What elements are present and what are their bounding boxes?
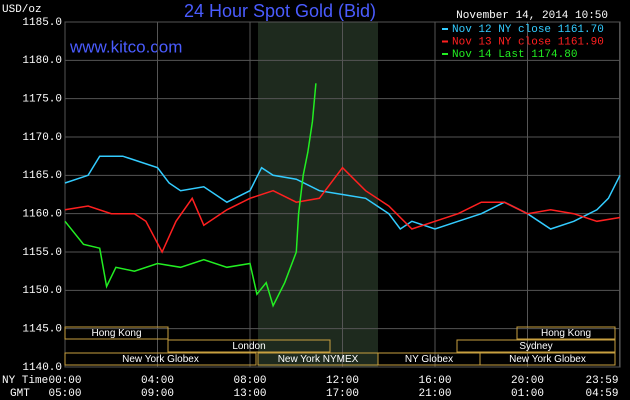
session-label: New York Globex: [509, 354, 586, 365]
y-tick-label: 1170.0: [22, 132, 62, 144]
x-tick-label: 23:59: [585, 375, 618, 387]
x-tick-label: 00:00: [48, 375, 81, 387]
x2-axis-label: GMT: [10, 388, 30, 400]
watermark: www.kitco.com: [69, 37, 182, 56]
x-tick-label: 20:00: [511, 375, 544, 387]
y-tick-label: 1140.0: [22, 362, 62, 374]
series-line: [64, 166, 621, 254]
x2-tick-label: 13:00: [233, 388, 266, 400]
x2-tick-label: 21:00: [418, 388, 451, 400]
x-tick-label: 12:00: [326, 375, 359, 387]
session-label: Hong Kong: [541, 328, 591, 339]
y-tick-label: 1160.0: [22, 209, 62, 221]
x-axis-label: NY Time: [2, 375, 48, 387]
chart-title: 24 Hour Spot Gold (Bid): [184, 1, 376, 21]
nymex-shade: [258, 22, 378, 367]
session-box: [479, 352, 616, 366]
y-tick-label: 1175.0: [22, 94, 62, 106]
session-label: Hong Kong: [91, 328, 141, 339]
x-tick-label: 16:00: [418, 375, 451, 387]
y-tick-label: 1150.0: [22, 285, 62, 297]
series-line: [64, 155, 621, 231]
x-tick-label: 04:00: [141, 375, 174, 387]
y-tick-label: 1180.0: [22, 55, 62, 67]
legend-label: Nov 14 Last 1174.80: [452, 49, 577, 61]
y-axis-label: USD/oz: [2, 4, 42, 16]
session-box: [64, 352, 257, 366]
y-tick-label: 1165.0: [22, 170, 62, 182]
session-box: [64, 326, 169, 340]
timestamp: November 14, 2014 10:50: [456, 10, 608, 22]
session-label: Sydney: [519, 341, 552, 352]
x2-tick-label: 01:00: [511, 388, 544, 400]
y-tick-label: 1155.0: [22, 247, 62, 259]
session-label: NY Globex: [405, 354, 453, 365]
legend-label: Nov 12 NY close 1161.70: [452, 24, 604, 36]
x2-tick-label: 05:00: [48, 388, 81, 400]
y-tick-label: 1145.0: [22, 324, 62, 336]
session-box: [167, 339, 331, 353]
session-label: New York Globex: [122, 354, 199, 365]
legend-label: Nov 13 NY close 1161.90: [452, 36, 604, 48]
series-line: [64, 83, 317, 308]
session-label: New York NYMEX: [278, 354, 359, 365]
x2-tick-label: 09:00: [141, 388, 174, 400]
x2-tick-label: 04:59: [585, 388, 618, 400]
session-box: [456, 339, 616, 353]
y-tick-label: 1185.0: [22, 17, 62, 29]
session-label: London: [232, 341, 265, 352]
x-tick-label: 08:00: [233, 375, 266, 387]
x2-tick-label: 17:00: [326, 388, 359, 400]
session-box: [516, 326, 616, 340]
